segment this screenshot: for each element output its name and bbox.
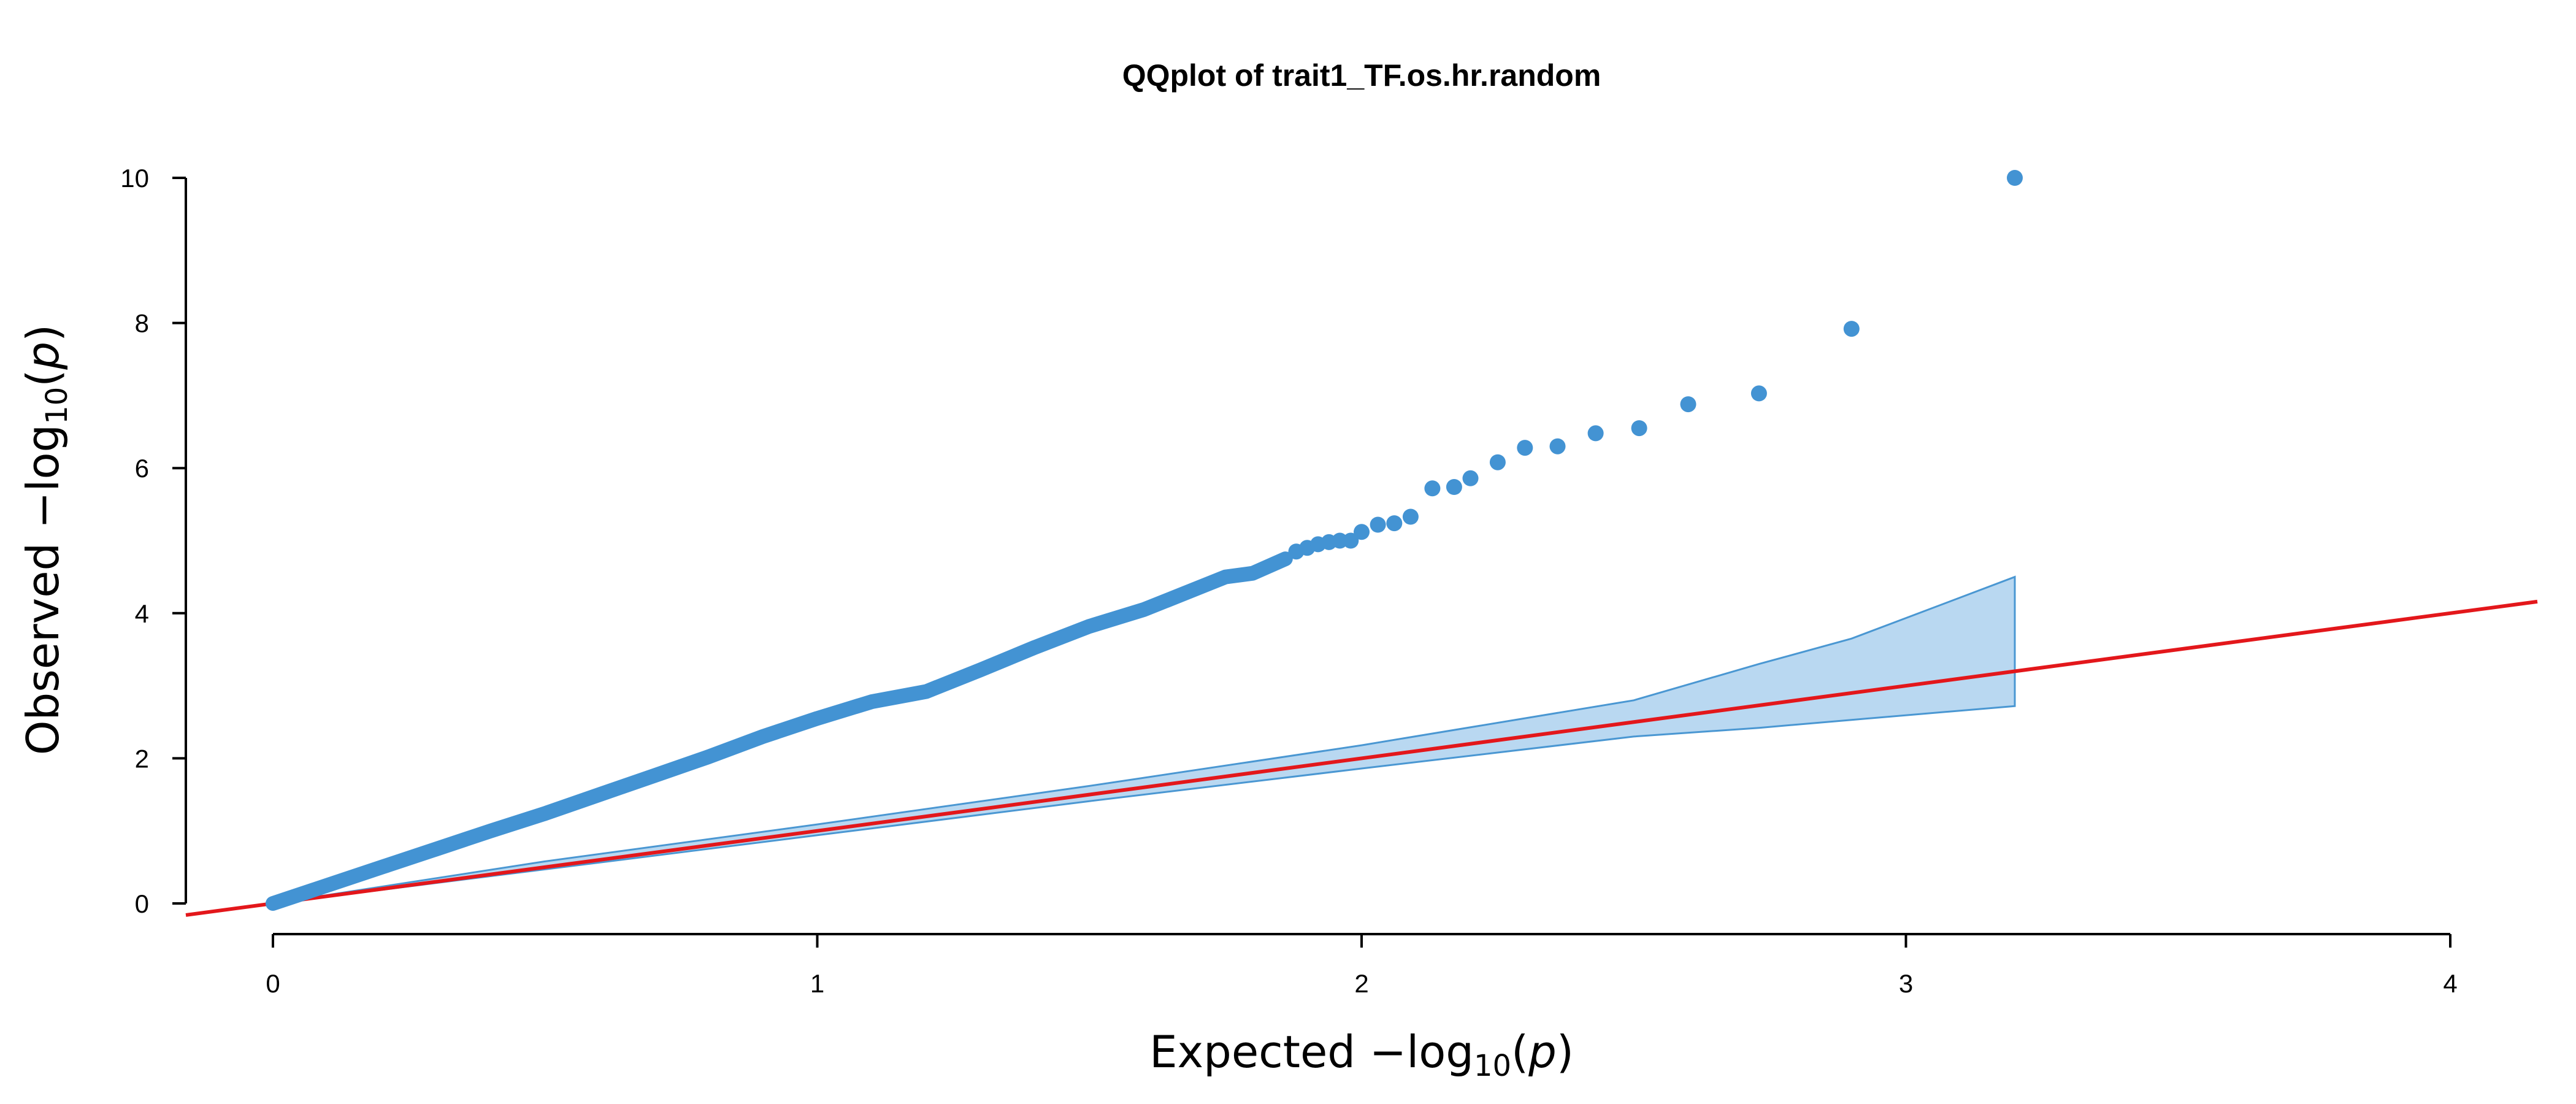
data-point xyxy=(1462,470,1479,486)
data-point xyxy=(1424,480,1441,497)
y-tick-label: 4 xyxy=(135,599,149,628)
y-tick-label: 0 xyxy=(135,889,149,918)
x-tick-label: 2 xyxy=(1354,969,1368,998)
y-tick-label: 10 xyxy=(120,164,149,193)
x-tick-label: 1 xyxy=(810,969,824,998)
x-axis-title-open-paren: ( xyxy=(1511,1026,1528,1078)
x-axis-title-subscript: 10 xyxy=(1474,1049,1511,1083)
reference-line-layer xyxy=(185,599,2538,917)
y-axis-title: Observed −log10(p) xyxy=(17,324,74,755)
y-axis-title-prefix: Observed −log xyxy=(17,424,69,755)
x-tick-label: 4 xyxy=(2443,969,2457,998)
data-points-layer xyxy=(266,170,2023,911)
data-point xyxy=(1402,508,1419,525)
y-tick-label: 2 xyxy=(135,744,149,773)
data-point xyxy=(1386,515,1403,532)
x-axis-title-close-paren: ) xyxy=(1557,1026,1574,1078)
data-point xyxy=(1631,420,1647,437)
data-point xyxy=(1343,532,1359,549)
x-axis-title-prefix: Expected −log xyxy=(1149,1026,1474,1078)
confidence-band-layer xyxy=(272,575,2016,905)
data-point xyxy=(1680,396,1696,413)
data-point xyxy=(1489,454,1506,470)
reference-line xyxy=(185,599,2538,917)
data-point xyxy=(1446,479,1462,495)
data-point xyxy=(1370,516,1386,533)
y-tick-label: 6 xyxy=(135,454,149,483)
y-axis-title-subscript: 10 xyxy=(40,387,74,424)
data-point xyxy=(1332,532,1348,549)
y-axis-title-open-paren: ( xyxy=(17,370,69,387)
data-point xyxy=(1750,385,1767,402)
y-axis: 0 2 4 6 8 10 xyxy=(120,164,187,918)
chart-title: QQplot of trait1_TF.os.hr.random xyxy=(1122,58,1601,93)
confidence-band xyxy=(272,575,2016,905)
x-tick-label: 3 xyxy=(1899,969,1913,998)
y-axis-title-close-paren: ) xyxy=(17,324,69,342)
dense-points-band xyxy=(266,551,1293,911)
data-point xyxy=(1517,440,1533,456)
data-point xyxy=(1587,425,1604,442)
x-axis: 0 1 2 3 4 xyxy=(266,933,2458,998)
data-point xyxy=(1549,438,1566,454)
data-point xyxy=(2007,170,2023,186)
data-point xyxy=(1354,524,1370,540)
y-axis-title-variable: p xyxy=(17,342,69,370)
data-point xyxy=(1843,321,1860,337)
x-axis-title: Expected −log10(p) xyxy=(1149,1026,1574,1083)
x-tick-label: 0 xyxy=(266,969,280,998)
x-axis-title-variable: p xyxy=(1528,1026,1557,1078)
y-tick-label: 8 xyxy=(135,309,149,338)
